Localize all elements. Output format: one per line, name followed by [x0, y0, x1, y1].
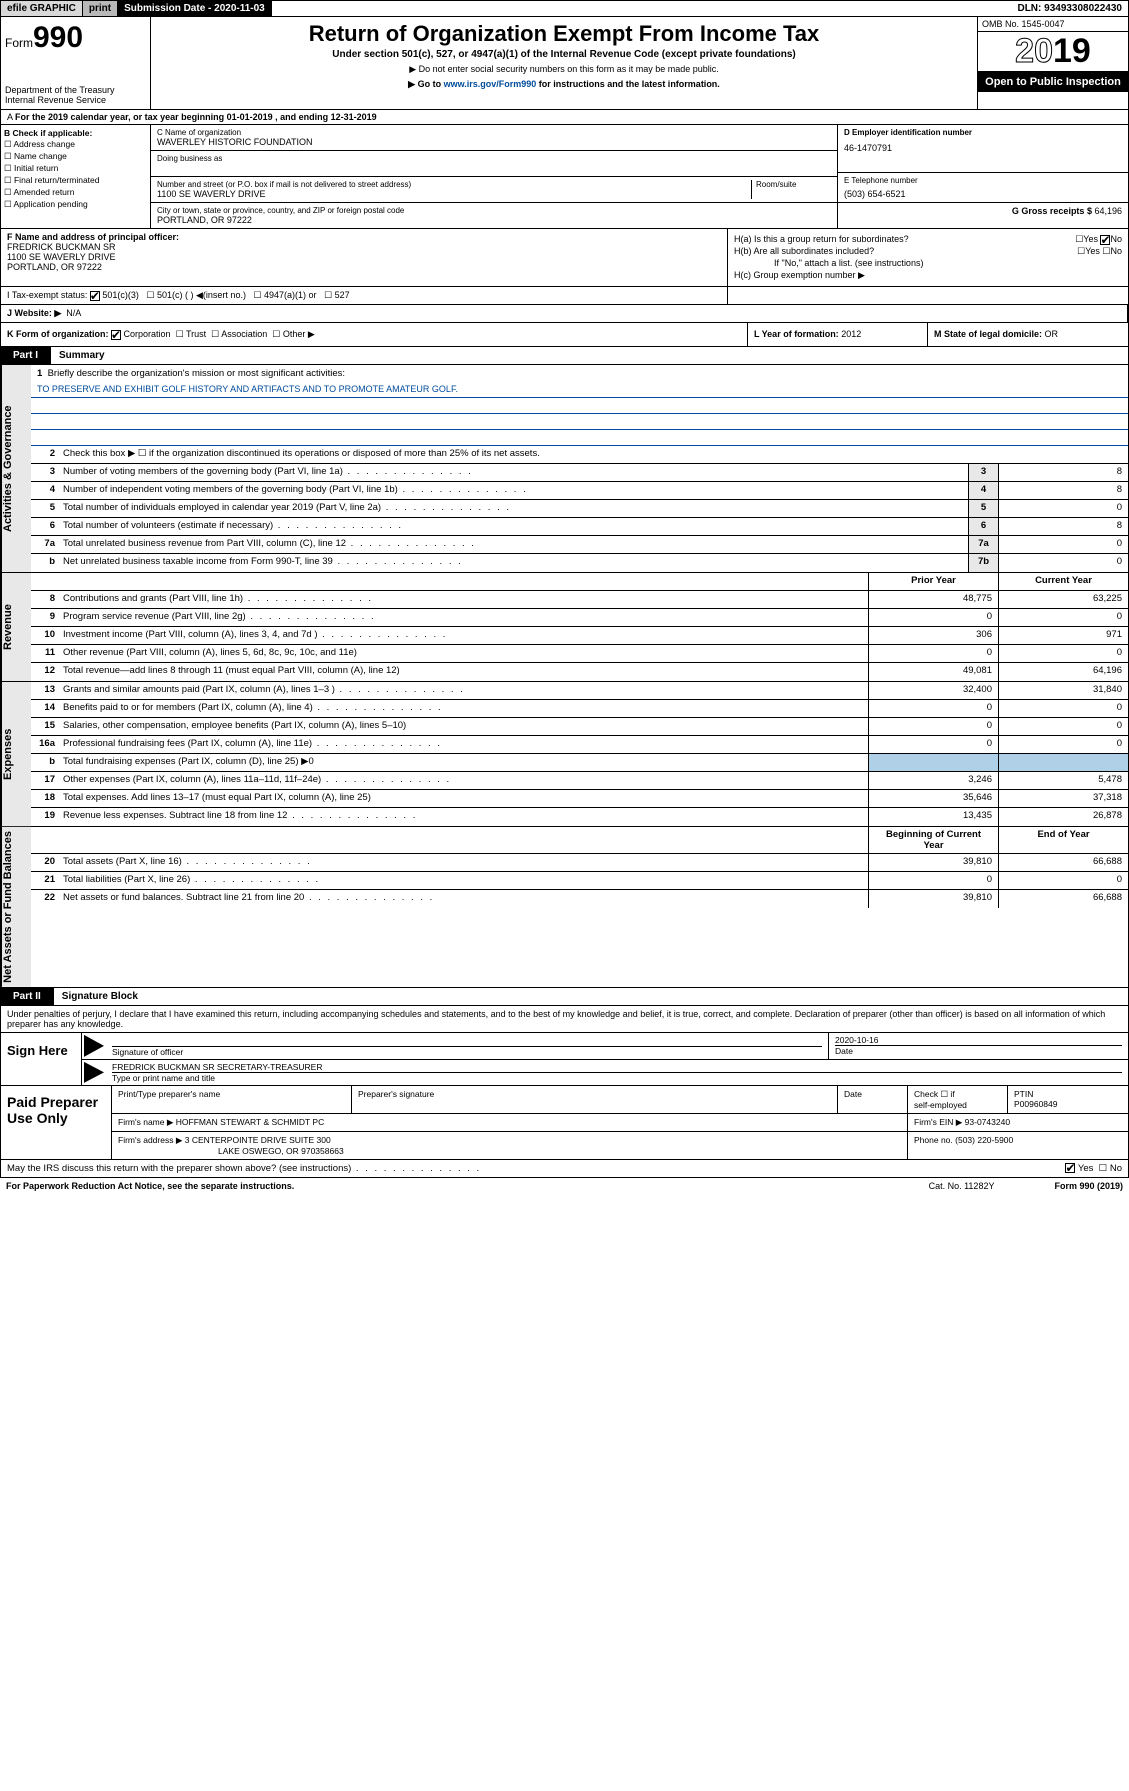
part-2-header: Part II Signature Block: [0, 988, 1129, 1006]
row-k-l-m: K Form of organization: Corporation ☐ Tr…: [0, 323, 1129, 347]
col-end: End of Year: [998, 827, 1128, 853]
phone-value: (503) 654-6521: [844, 189, 1122, 199]
year-formation: 2012: [841, 329, 861, 339]
arrow-icon: [84, 1062, 104, 1083]
dln: DLN: 93493308022430: [1011, 1, 1128, 16]
ein-label: D Employer identification number: [844, 128, 1122, 137]
city-label: City or town, state or province, country…: [157, 206, 831, 215]
addr-label: Number and street (or P.O. box if mail i…: [157, 180, 751, 189]
perjury-statement: Under penalties of perjury, I declare th…: [0, 1006, 1129, 1033]
firm-addr1: 3 CENTERPOINTE DRIVE SUITE 300: [185, 1135, 331, 1145]
chk-corporation[interactable]: [111, 330, 121, 340]
chk-final-return[interactable]: ☐ Final return/terminated: [4, 175, 147, 186]
ein-value: 46-1470791: [844, 143, 1122, 153]
tax-year: 20201919: [978, 32, 1128, 72]
col-prior-year: Prior Year: [868, 573, 998, 590]
chk-discuss-yes[interactable]: [1065, 1163, 1075, 1173]
dba-label: Doing business as: [157, 154, 831, 163]
arrow-icon: [84, 1035, 104, 1057]
h-b-note: If "No," attach a list. (see instruction…: [734, 258, 1122, 268]
v5: 0: [998, 500, 1128, 517]
efile-label: efile GRAPHIC: [1, 1, 83, 16]
sidebar-revenue: Revenue: [1, 573, 31, 681]
chk-application-pending[interactable]: ☐ Application pending: [4, 199, 147, 210]
room-label: Room/suite: [756, 180, 831, 189]
website-value: N/A: [66, 308, 81, 318]
chk-amended-return[interactable]: ☐ Amended return: [4, 187, 147, 198]
dept-treasury: Department of the Treasury Internal Reve…: [5, 85, 146, 105]
h-a-no-checkbox[interactable]: [1100, 235, 1110, 245]
chk-501c3[interactable]: [90, 291, 100, 301]
state-domicile: OR: [1045, 329, 1059, 339]
net-assets-section: Net Assets or Fund Balances Beginning of…: [0, 827, 1129, 988]
chk-name-change[interactable]: ☐ Name change: [4, 151, 147, 162]
signature-date: 2020-10-16: [835, 1035, 1122, 1046]
sidebar-governance: Activities & Governance: [1, 365, 31, 572]
officer-label: F Name and address of principal officer:: [7, 232, 179, 242]
row-i-tax-status: I Tax-exempt status: 501(c)(3) ☐ 501(c) …: [0, 287, 1129, 305]
col-b-checkboxes: B Check if applicable: ☐ Address change …: [1, 125, 151, 228]
tax-period: A For the 2019 calendar year, or tax yea…: [0, 110, 1129, 125]
row-j-website: J Website: ▶ N/A: [0, 305, 1129, 323]
city-state-zip: PORTLAND, OR 97222: [157, 215, 831, 225]
h-a: H(a) Is this a group return for subordin…: [734, 234, 1122, 244]
firm-name: HOFFMAN STEWART & SCHMIDT PC: [176, 1117, 324, 1127]
form-footer: Form 990 (2019): [1054, 1181, 1123, 1191]
paid-preparer-block: Paid Preparer Use Only Print/Type prepar…: [0, 1086, 1129, 1160]
form-header: Form 990 Department of the Treasury Inte…: [0, 17, 1129, 110]
part-1-header: Part I Summary: [0, 347, 1129, 365]
org-name: WAVERLEY HISTORIC FOUNDATION: [157, 137, 831, 147]
row-f-h: F Name and address of principal officer:…: [0, 229, 1129, 287]
phone-label: E Telephone number: [844, 176, 1122, 185]
info-block: B Check if applicable: ☐ Address change …: [0, 125, 1129, 229]
return-subtitle: Under section 501(c), 527, or 4947(a)(1)…: [155, 49, 973, 60]
h-b: H(b) Are all subordinates included? ☐Yes…: [734, 246, 1122, 256]
omb-number: OMB No. 1545-0047: [978, 17, 1128, 32]
col-beginning: Beginning of Current Year: [868, 827, 998, 853]
gross-receipts-value: 64,196: [1094, 206, 1122, 216]
ptin-value: P00960849: [1014, 1099, 1058, 1109]
officer-addr2: PORTLAND, OR 97222: [7, 262, 721, 272]
page-footer: For Paperwork Reduction Act Notice, see …: [0, 1178, 1129, 1194]
revenue-section: Revenue Prior YearCurrent Year 8Contribu…: [0, 573, 1129, 682]
form-number: Form 990: [5, 21, 146, 55]
officer-name: FREDRICK BUCKMAN SR: [7, 242, 721, 252]
gross-receipts-label: G Gross receipts $: [1012, 206, 1092, 216]
top-bar: efile GRAPHIC print Submission Date - 20…: [0, 0, 1129, 17]
col-current-year: Current Year: [998, 573, 1128, 590]
return-title: Return of Organization Exempt From Incom…: [155, 21, 973, 47]
v7a: 0: [998, 536, 1128, 553]
paid-preparer-label: Paid Preparer Use Only: [1, 1086, 111, 1159]
h-c: H(c) Group exemption number ▶: [734, 270, 1122, 281]
v4: 8: [998, 482, 1128, 499]
irs-link[interactable]: www.irs.gov/Form990: [444, 79, 537, 89]
open-inspection: Open to Public Inspection: [978, 72, 1128, 92]
mission-text: TO PRESERVE AND EXHIBIT GOLF HISTORY AND…: [37, 384, 458, 394]
ssn-note: ▶ Do not enter social security numbers o…: [155, 64, 973, 75]
chk-address-change[interactable]: ☐ Address change: [4, 139, 147, 150]
irs-discuss-row: May the IRS discuss this return with the…: [0, 1160, 1129, 1178]
v3: 8: [998, 464, 1128, 481]
sidebar-expenses: Expenses: [1, 682, 31, 826]
chk-initial-return[interactable]: ☐ Initial return: [4, 163, 147, 174]
firm-ein: 93-0743240: [965, 1117, 1010, 1127]
firm-addr2: LAKE OSWEGO, OR 970358663: [218, 1146, 344, 1156]
v6: 8: [998, 518, 1128, 535]
paperwork-notice: For Paperwork Reduction Act Notice, see …: [6, 1181, 294, 1191]
officer-print-name: FREDRICK BUCKMAN SR SECRETARY-TREASURER: [112, 1062, 1122, 1073]
firm-phone: (503) 220-5900: [955, 1135, 1013, 1145]
signature-block: Sign Here Signature of officer 2020-10-1…: [0, 1033, 1129, 1086]
submission-date: Submission Date - 2020-11-03: [118, 1, 272, 16]
print-button[interactable]: print: [83, 1, 118, 16]
v7b: 0: [998, 554, 1128, 572]
street-address: 1100 SE WAVERLY DRIVE: [157, 189, 751, 199]
governance-section: Activities & Governance 1 Briefly descri…: [0, 365, 1129, 573]
expenses-section: Expenses 13Grants and similar amounts pa…: [0, 682, 1129, 827]
sidebar-net-assets: Net Assets or Fund Balances: [1, 827, 31, 987]
officer-addr1: 1100 SE WAVERLY DRIVE: [7, 252, 721, 262]
cat-number: Cat. No. 11282Y: [929, 1181, 995, 1191]
sign-here-label: Sign Here: [1, 1033, 81, 1085]
org-name-label: C Name of organization: [157, 128, 831, 137]
instructions-link: ▶ Go to www.irs.gov/Form990 for instruct…: [155, 79, 973, 90]
